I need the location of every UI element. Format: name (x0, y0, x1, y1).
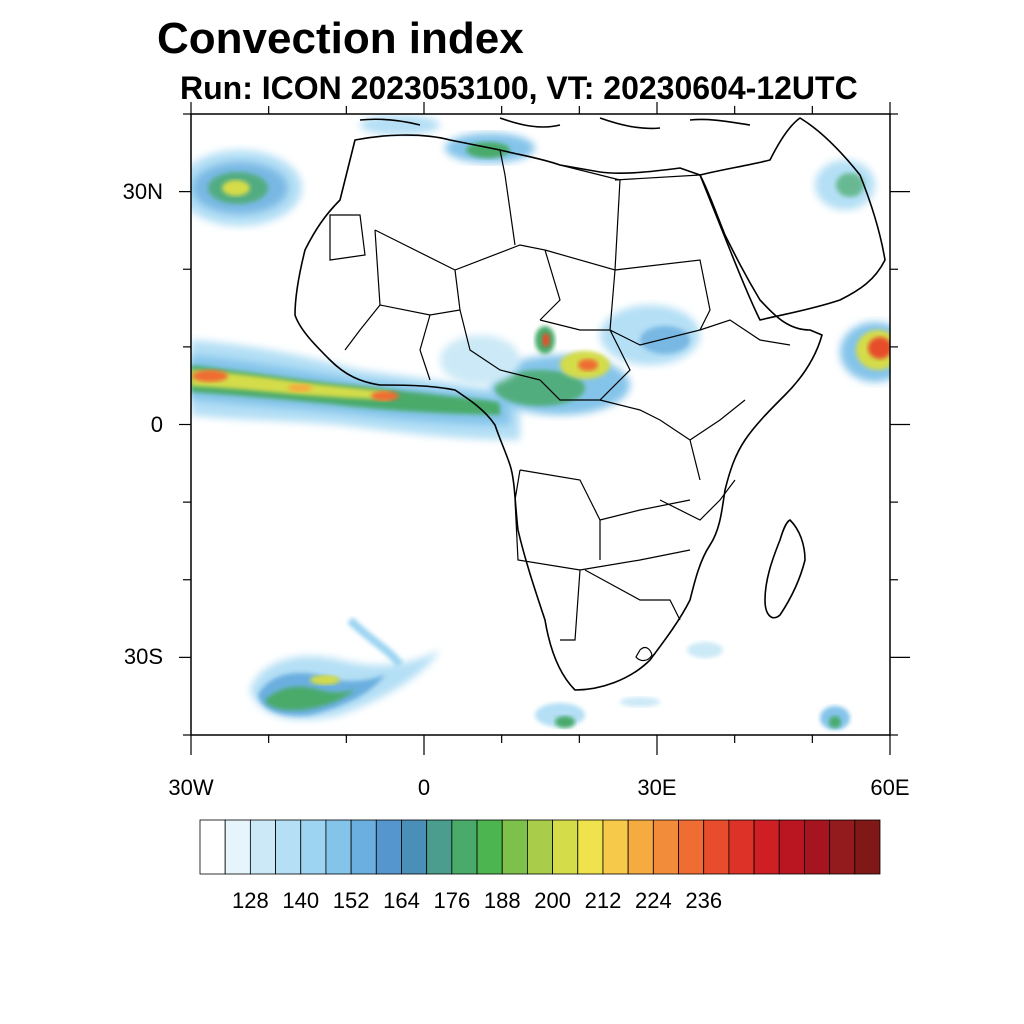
colorbar-bin (778, 819, 805, 875)
colorbar-bin (275, 819, 302, 875)
lon-label: 60E (870, 775, 910, 800)
lon-label: 30E (637, 775, 677, 800)
colorbar-bin (224, 819, 251, 875)
lat-label: 0 (150, 411, 163, 437)
lon-label: 0 (417, 775, 431, 800)
convection-cell-south-misc (535, 642, 850, 730)
convection-field (191, 115, 890, 730)
colorbar-label: 152 (332, 888, 370, 913)
colorbar-bin (325, 819, 352, 875)
axis-ticks (179, 102, 910, 755)
colorbar-label: 224 (634, 888, 672, 913)
colorbar-bin (527, 819, 553, 875)
colorbar-bin (804, 819, 831, 875)
colorbar-bin (350, 819, 377, 875)
convection-cell-nw-atlantic (191, 150, 302, 226)
convection-cell-arabian-sea (840, 322, 890, 382)
convection-cell-north (360, 115, 875, 210)
colorbar-bin (249, 819, 276, 875)
colorbar-bin (501, 819, 528, 875)
colorbar-bin (652, 819, 679, 875)
coastlines (294, 117, 886, 691)
colorbar-bin (703, 819, 730, 875)
colorbar-label: 140 (282, 888, 320, 913)
figure-subtitle: Run: ICON 2023053100, VT: 20230604-12UTC (180, 70, 858, 106)
lat-label: 30N (122, 178, 163, 204)
colorbar (199, 819, 881, 875)
colorbar-label: 128 (232, 888, 269, 913)
lon-label: 30W (168, 775, 214, 800)
colorbar-bin (602, 819, 629, 875)
colorbar-label: 212 (584, 888, 622, 913)
colorbar-bin (426, 819, 453, 875)
colorbar-label: 236 (685, 888, 723, 913)
figure-title: Convection index (157, 14, 524, 63)
colorbar-bin (829, 819, 856, 875)
colorbar-bin (552, 819, 579, 875)
madagascar-coastline (764, 519, 806, 619)
colorbar-bin (678, 819, 705, 875)
colorbar-label: 188 (483, 888, 521, 913)
colorbar-label: 176 (433, 888, 471, 913)
convection-band-itcz (191, 340, 520, 440)
colorbar-bin (451, 819, 478, 875)
colorbar-bin (375, 819, 402, 875)
convection-cell-south-atlantic (250, 617, 440, 720)
country-borders (329, 149, 791, 662)
colorbar-bin (577, 819, 604, 875)
arabia-coastline (699, 117, 886, 321)
colorbar-bin (854, 819, 881, 875)
colorbar-bin (300, 819, 327, 875)
colorbar-label: 164 (383, 888, 420, 913)
colorbar-bin (627, 819, 654, 875)
africa-coastline (294, 134, 823, 691)
europe-coastline (359, 117, 751, 130)
lat-label: 30S (123, 644, 163, 670)
colorbar-label: 200 (534, 888, 571, 913)
colorbar-bin (199, 819, 226, 875)
colorbar-bin (753, 819, 780, 875)
colorbar-bin (728, 819, 755, 875)
colorbar-bin (476, 819, 503, 875)
colorbar-bin (401, 819, 428, 875)
map-frame (190, 113, 891, 736)
